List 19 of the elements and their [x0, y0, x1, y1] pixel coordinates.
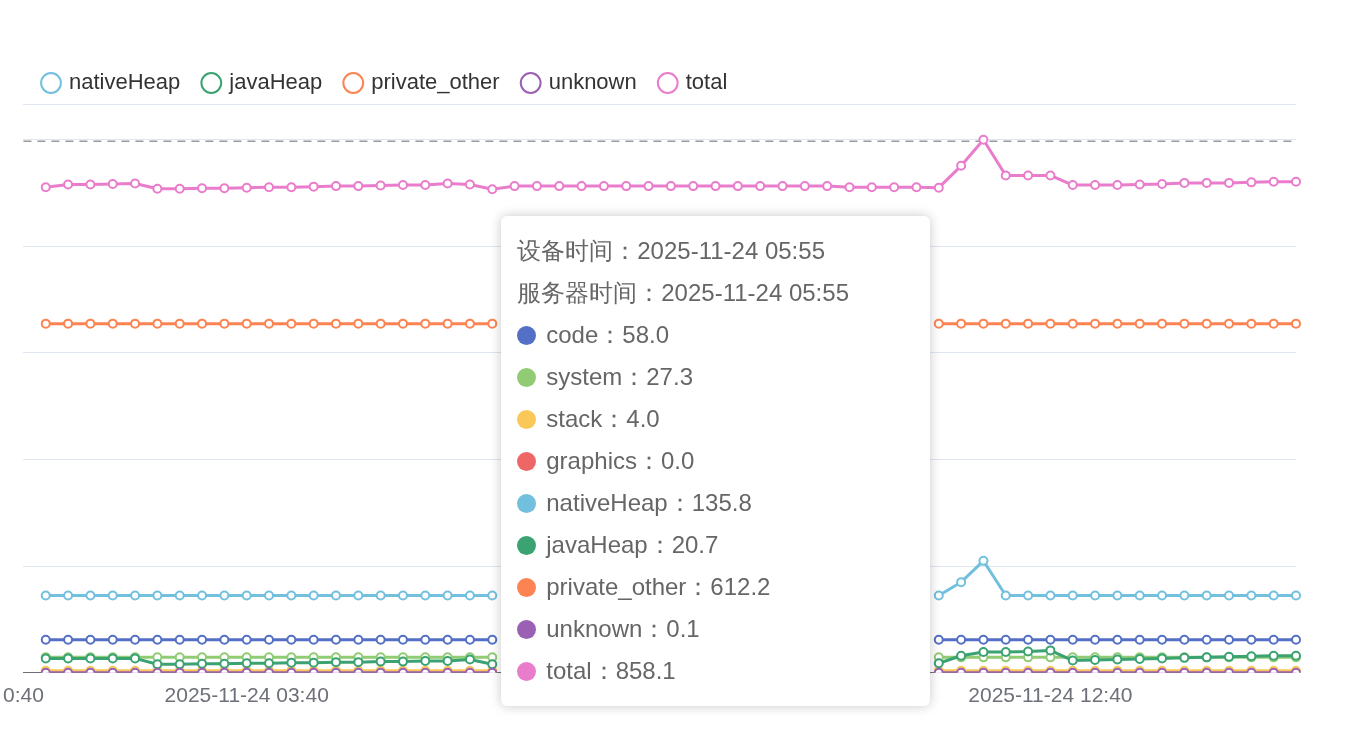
legend-label: javaHeap: [228, 69, 323, 95]
legend-label: total: [685, 69, 728, 95]
annotation: nativeHeap：135.8: [545, 488, 753, 518]
legend-label: private_other: [371, 69, 500, 95]
annotation: 设备时间：2025-11-24 05:55: [517, 236, 826, 266]
legend-label: unknown: [548, 69, 637, 95]
annotation: stack：4.0: [545, 404, 661, 434]
x-tick-label: 2025-11-24 12:40: [968, 683, 1133, 707]
legend-label: nativeHeap: [69, 69, 181, 95]
x-tick-label: 0:40: [3, 683, 44, 707]
annotation: private_other：612.2: [545, 572, 772, 602]
annotation: javaHeap：20.7: [544, 530, 720, 560]
annotation: 服务器时间：2025-11-24 05:55: [517, 278, 850, 308]
annotation: code：58.0: [545, 320, 671, 350]
annotation: total：858.1: [545, 656, 677, 686]
x-tick-label: 2025-11-24 03:40: [164, 683, 329, 707]
annotation: system：27.3: [545, 362, 694, 392]
annotation: graphics：0.0: [545, 446, 696, 476]
annotation: unknown：0.1: [545, 614, 701, 644]
